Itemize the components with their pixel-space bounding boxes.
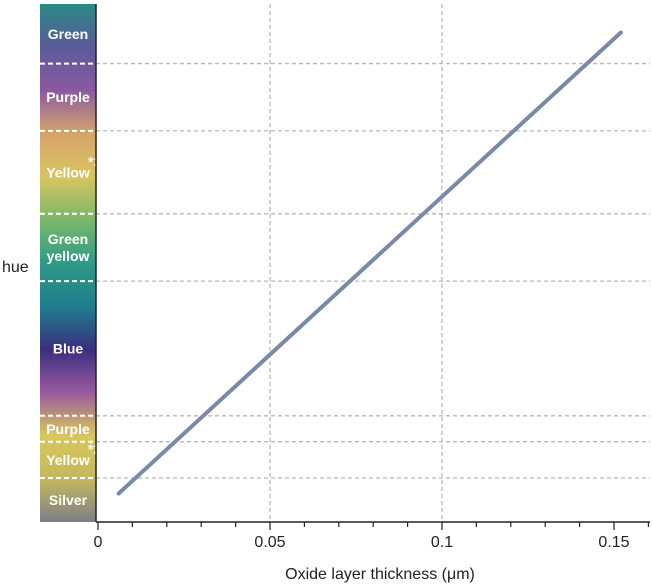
band-label: Blue [53,340,84,356]
x-tick-labels: 0 0.05 0.1 0.15 [94,534,630,551]
band-label-line: yellow [47,248,90,264]
x-tick-label: 0.05 [254,534,285,551]
x-axis-title: Oxide layer thickness (μm) [285,566,475,583]
x-tick-label: 0 [94,534,103,551]
band-label: Silver [49,492,88,508]
band-label: Green yellow [47,231,90,264]
hue-color-bar [40,4,96,522]
grid [96,4,650,522]
x-tick-label: 0.15 [598,534,629,551]
band-label-line: Yellow [46,164,90,180]
series-layer [116,30,623,496]
band-label-line: Green [48,231,88,247]
band-label: Purple [46,89,90,105]
band-label-line: Purple [46,421,90,437]
band-superscript: *2 [88,153,101,169]
x-tick-label: 0.1 [431,534,453,551]
axes [95,4,650,530]
band-label: Yellow [46,452,90,468]
band-label-line: Purple [46,89,90,105]
band-label-line: Yellow [46,452,90,468]
band-label: Purple [46,421,90,437]
y-axis-title: hue [2,259,29,276]
band-label-line: Blue [53,340,84,356]
band-label-line: Green [48,26,88,42]
thickness-hue-line [116,30,623,496]
band-label: Yellow [46,164,90,180]
band-label: Green [48,26,88,42]
band-label-line: Silver [49,492,88,508]
band-superscript: *2 [88,441,101,457]
